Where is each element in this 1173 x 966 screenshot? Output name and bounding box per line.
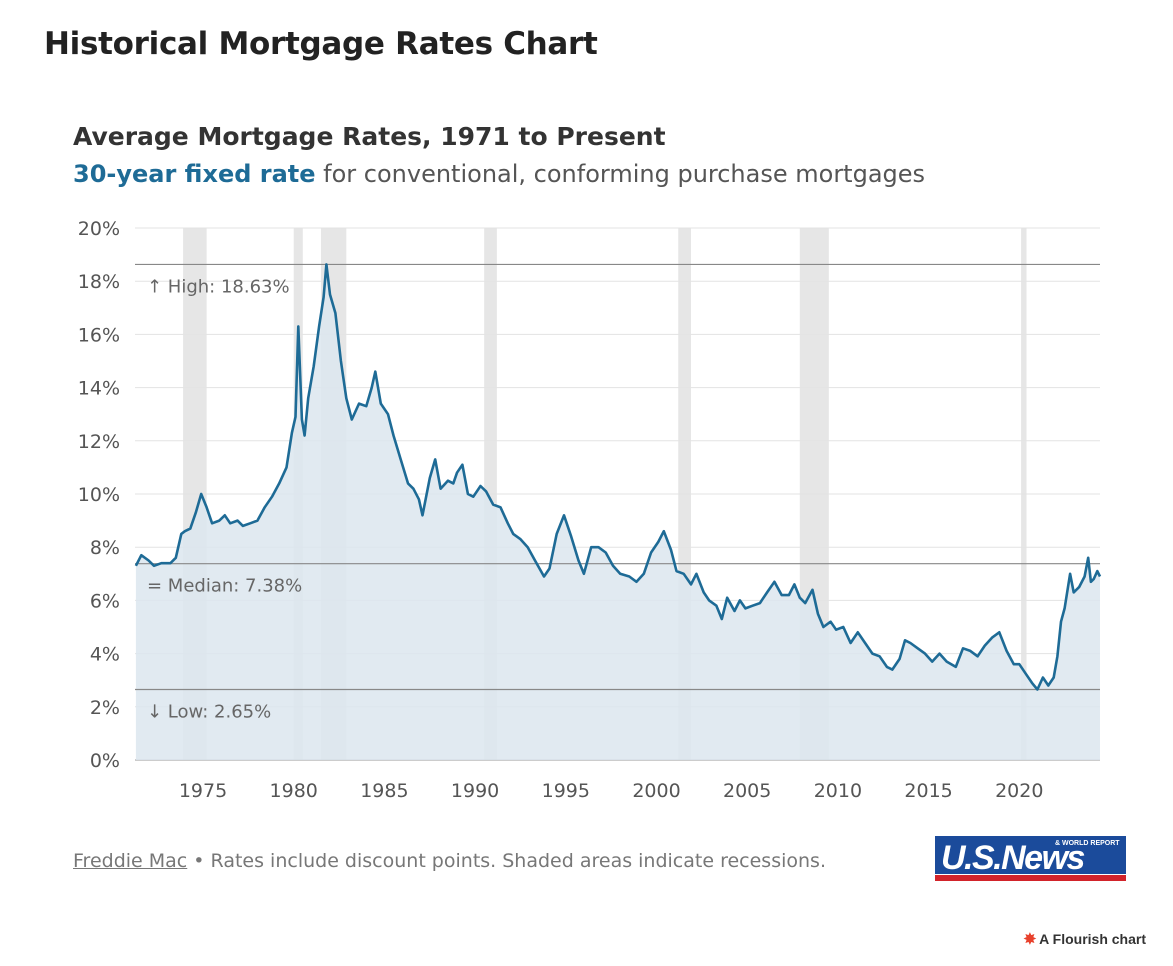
x-tick-label: 2020: [995, 780, 1043, 802]
flourish-credit-text: A Flourish chart: [1039, 931, 1146, 947]
source-link[interactable]: Freddie Mac: [73, 850, 188, 872]
rate-line: [134, 263, 1102, 691]
rate-series-line: [134, 263, 1102, 691]
chart-title: Average Mortgage Rates, 1971 to Present: [73, 122, 666, 151]
y-tick-label: 18%: [78, 271, 120, 293]
x-tick-label: 1985: [360, 780, 408, 802]
subtitle-highlight: 30-year fixed rate: [73, 160, 316, 188]
flourish-star-icon: ✸: [1023, 931, 1037, 948]
logo-text: U.S.News: [941, 839, 1085, 877]
footer-note-text: Rates include discount points. Shaded ar…: [210, 850, 826, 872]
rate-area: [135, 264, 1100, 760]
y-tick-label: 6%: [90, 590, 120, 612]
y-tick-label: 14%: [78, 378, 120, 400]
reference-label: ↓ Low: 2.65%: [147, 702, 271, 723]
page-title: Historical Mortgage Rates Chart: [44, 26, 598, 62]
x-tick-label: 1975: [179, 780, 227, 802]
x-tick-label: 1980: [270, 780, 318, 802]
logo-red-bar: [935, 875, 1126, 881]
usnews-logo[interactable]: U.S.News & WORLD REPORT: [935, 836, 1126, 882]
y-tick-label: 20%: [78, 218, 120, 240]
x-tick-label: 1995: [542, 780, 590, 802]
mortgage-rate-chart: ↑ High: 18.63% = Median: 7.38% ↓ Low: 2.65…: [78, 218, 1102, 802]
x-tick-labels: 1975 1980 1985 1990 1995 2000 2005 2010 2015 2020: [179, 780, 1044, 802]
y-tick-labels: 0% 2% 4% 6% 8% 10% 12% 14% 16% 18% 20%: [78, 218, 120, 772]
x-tick-label: 1990: [451, 780, 499, 802]
footer-separator: •: [187, 850, 211, 872]
x-tick-label: 2010: [814, 780, 862, 802]
x-tick-label: 2015: [904, 780, 952, 802]
x-tick-label: 2000: [632, 780, 680, 802]
y-tick-label: 10%: [78, 484, 120, 506]
reference-label: ↑ High: 18.63%: [147, 276, 290, 297]
flourish-credit[interactable]: ✸ A Flourish chart: [1024, 930, 1146, 948]
y-tick-label: 0%: [90, 750, 120, 772]
reference-label: = Median: 7.38%: [147, 576, 302, 597]
subtitle-rest: for conventional, conforming purchase mo…: [315, 160, 926, 188]
reference-lines: ↑ High: 18.63% = Median: 7.38% ↓ Low: 2.65…: [135, 263, 1100, 723]
chart-subtitle: 30-year fixed rate for conventional, con…: [73, 160, 925, 188]
y-tick-label: 16%: [78, 324, 120, 346]
footer-note: Freddie Mac • Rates include discount poi…: [73, 850, 826, 872]
y-tick-label: 4%: [90, 644, 120, 666]
y-tick-label: 2%: [90, 697, 120, 719]
area-fill: [135, 264, 1100, 760]
y-tick-label: 8%: [90, 537, 120, 559]
x-tick-label: 2005: [723, 780, 771, 802]
logo-small-text: & WORLD REPORT: [1055, 840, 1120, 847]
logo-background: [935, 836, 1126, 874]
y-tick-label: 12%: [78, 431, 120, 453]
